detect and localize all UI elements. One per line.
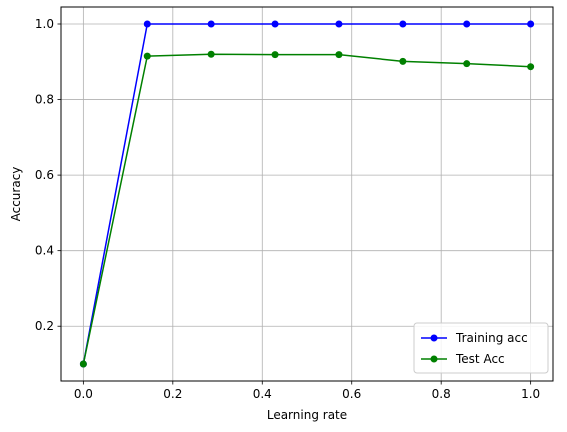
axis-ticks: 0.0 0.2 0.4 0.6 0.8 1.0 0.2 0.4 0.6 0.8 1.0 bbox=[35, 17, 540, 401]
data-point bbox=[207, 50, 215, 58]
data-point bbox=[271, 51, 279, 59]
series-line bbox=[82, 23, 531, 365]
data-point bbox=[207, 20, 215, 28]
data-point bbox=[399, 57, 407, 65]
legend-marker bbox=[430, 355, 438, 363]
data-point bbox=[399, 20, 407, 28]
plot-frame bbox=[60, 6, 554, 382]
y-axis-label: Accuracy bbox=[9, 167, 23, 222]
y-tick-label: 0.6 bbox=[35, 168, 54, 182]
x-tick-label: 0.4 bbox=[253, 387, 272, 401]
data-point bbox=[143, 20, 151, 28]
data-point bbox=[143, 52, 151, 60]
legend-marker bbox=[430, 334, 438, 342]
y-tick-label: 0.4 bbox=[35, 244, 54, 258]
x-tick-label: 0.2 bbox=[163, 387, 182, 401]
y-tick-label: 1.0 bbox=[35, 17, 54, 31]
series-test-acc bbox=[79, 50, 535, 368]
legend-item: Test Acc bbox=[421, 352, 505, 366]
series-training-acc bbox=[79, 20, 535, 368]
legend-label: Training acc bbox=[455, 331, 528, 345]
data-point bbox=[79, 360, 87, 368]
x-tick-label: 1.0 bbox=[521, 387, 540, 401]
series-group bbox=[79, 20, 535, 368]
y-tick-label: 0.8 bbox=[35, 93, 54, 107]
legend-item: Training acc bbox=[421, 331, 528, 345]
x-tick-label: 0.0 bbox=[74, 387, 93, 401]
y-tick-label: 0.2 bbox=[35, 319, 54, 333]
data-point bbox=[463, 20, 471, 28]
data-point bbox=[335, 51, 343, 59]
data-point bbox=[527, 63, 535, 71]
data-point bbox=[271, 20, 279, 28]
legend-label: Test Acc bbox=[455, 352, 505, 366]
x-tick-label: 0.8 bbox=[432, 387, 451, 401]
series-line bbox=[82, 53, 531, 365]
data-point bbox=[335, 20, 343, 28]
x-tick-label: 0.6 bbox=[342, 387, 361, 401]
data-point bbox=[463, 60, 471, 68]
legend-box bbox=[413, 322, 549, 374]
x-axis-label: Learning rate bbox=[267, 408, 347, 422]
data-point bbox=[527, 20, 535, 28]
legend: Training acc Test Acc bbox=[413, 322, 549, 374]
